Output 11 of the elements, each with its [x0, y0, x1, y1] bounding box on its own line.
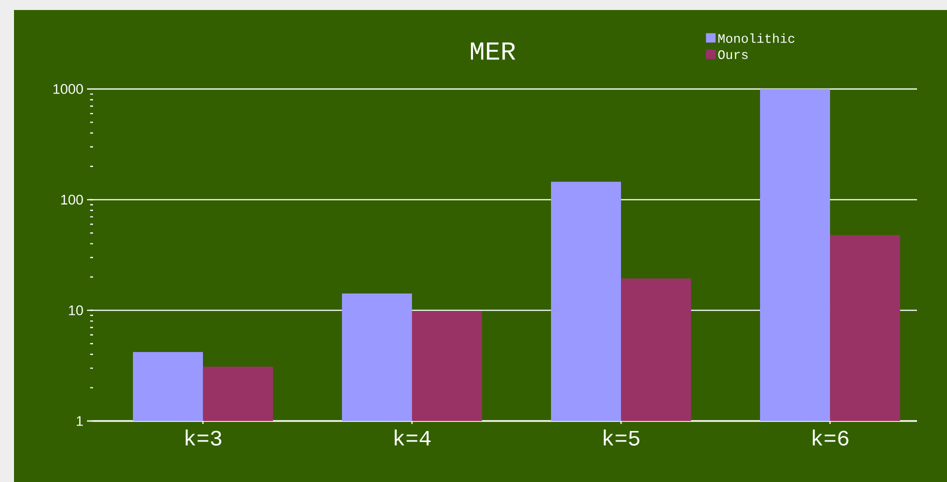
legend-label: Ours [718, 50, 748, 60]
x-tick-label: k=4 [394, 430, 431, 446]
y-tick-label: 10 [69, 305, 83, 316]
x-tick-label: k=6 [812, 430, 848, 446]
y-tick-label: 100 [61, 194, 83, 205]
chart-title: MER [470, 42, 516, 60]
legend-label: Monolithic [718, 33, 794, 43]
y-tick-label: 1 [76, 416, 83, 426]
x-tick-label: k=3 [186, 430, 222, 446]
x-tick-label: k=5 [604, 430, 640, 446]
y-tick-label: 1000 [54, 84, 83, 94]
